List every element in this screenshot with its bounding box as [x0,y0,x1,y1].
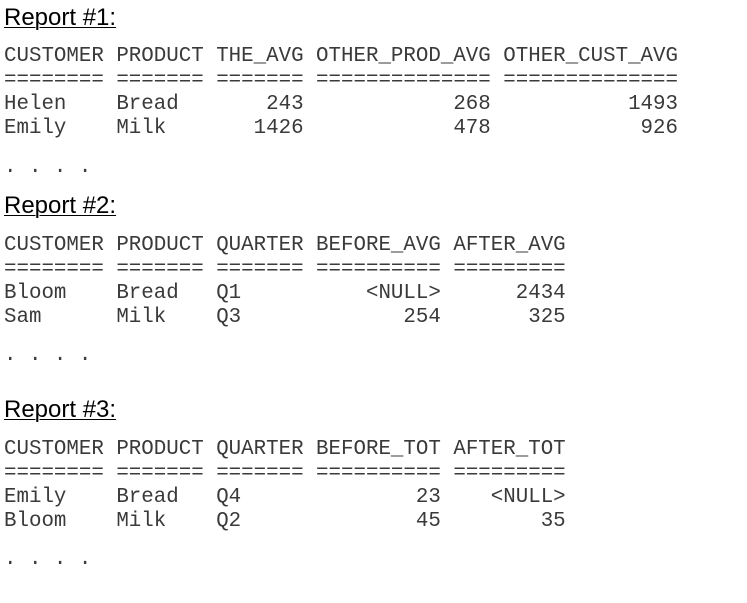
column-rule: ======== [4,69,104,92]
column-header: BEFORE_AVG [316,234,441,257]
table-header-row: CUSTOMER PRODUCT QUARTER BEFORE_TOT AFTE… [4,438,566,462]
table-cell: <NULL> [453,486,566,509]
table-cell: Bread [116,93,204,116]
table-rule-row: ======== ======= ======= ========== ====… [4,258,566,282]
table-cell: Emily [4,117,104,140]
table-cell: 926 [503,117,678,140]
column-header: BEFORE_TOT [316,438,441,461]
table-row: Helen Bread 243 268 1493 [4,93,678,117]
column-header: AFTER_AVG [453,234,566,257]
table-cell: 325 [453,306,566,329]
column-header: CUSTOMER [4,234,104,257]
table-cell: Bloom [4,282,104,305]
report-1-ellipsis: . . . . [4,156,92,179]
column-rule: ======= [116,69,204,92]
column-rule: ======== [4,462,104,485]
column-header: AFTER_TOT [453,438,566,461]
table-cell: 254 [316,306,441,329]
report-2-ellipsis: . . . . [4,344,92,367]
table-cell: Milk [116,510,204,533]
column-header: PRODUCT [116,438,204,461]
table-cell: 23 [316,486,441,509]
table-cell: 478 [316,117,491,140]
column-header: CUSTOMER [4,438,104,461]
column-rule: ======= [116,462,204,485]
table-row: Emily Milk 1426 478 926 [4,117,678,141]
table-cell: Bloom [4,510,104,533]
column-header: QUARTER [216,438,304,461]
table-cell: Q2 [216,510,304,533]
column-rule: ========= [453,462,566,485]
report-1-table: CUSTOMER PRODUCT THE_AVG OTHER_PROD_AVG … [4,45,678,141]
table-cell: 1493 [503,93,678,116]
column-rule: ========= [453,258,566,281]
table-cell: Helen [4,93,104,116]
table-cell: Milk [116,117,204,140]
table-cell: 35 [453,510,566,533]
table-cell: Sam [4,306,104,329]
table-cell: Q3 [216,306,304,329]
table-cell: Q1 [216,282,304,305]
report-3-title: Report #3: [4,396,117,423]
column-rule: ========== [316,258,441,281]
table-row: Bloom Bread Q1 <NULL> 2434 [4,282,566,306]
table-row: Sam Milk Q3 254 325 [4,306,566,330]
column-rule: ======== [4,258,104,281]
table-cell: Milk [116,306,204,329]
column-rule: ======= [116,258,204,281]
column-header: THE_AVG [216,45,304,68]
column-rule: ======= [216,462,304,485]
table-cell: <NULL> [316,282,441,305]
report-2-table: CUSTOMER PRODUCT QUARTER BEFORE_AVG AFTE… [4,234,566,330]
table-header-row: CUSTOMER PRODUCT THE_AVG OTHER_PROD_AVG … [4,45,678,69]
column-header: OTHER_PROD_AVG [316,45,491,68]
table-row: Bloom Milk Q2 45 35 [4,510,566,534]
column-header: QUARTER [216,234,304,257]
table-rule-row: ======== ======= ======= ============== … [4,69,678,93]
table-cell: 243 [216,93,304,116]
table-cell: 2434 [453,282,566,305]
column-rule: ======= [216,69,304,92]
table-cell: Bread [116,486,204,509]
column-rule: ============== [503,69,678,92]
report-1-title: Report #1: [4,4,117,31]
table-row: Emily Bread Q4 23 <NULL> [4,486,566,510]
table-header-row: CUSTOMER PRODUCT QUARTER BEFORE_AVG AFTE… [4,234,566,258]
report-2-title: Report #2: [4,192,117,219]
table-cell: 268 [316,93,491,116]
table-cell: 45 [316,510,441,533]
report-3-table: CUSTOMER PRODUCT QUARTER BEFORE_TOT AFTE… [4,438,566,534]
table-cell: Q4 [216,486,304,509]
column-header: CUSTOMER [4,45,104,68]
column-header: OTHER_CUST_AVG [503,45,678,68]
column-rule: ========== [316,462,441,485]
column-rule: ============== [316,69,491,92]
column-rule: ======= [216,258,304,281]
table-cell: 1426 [216,117,304,140]
table-cell: Emily [4,486,104,509]
table-cell: Bread [116,282,204,305]
table-rule-row: ======== ======= ======= ========== ====… [4,462,566,486]
report-3-ellipsis: . . . . [4,548,92,571]
column-header: PRODUCT [116,45,204,68]
column-header: PRODUCT [116,234,204,257]
